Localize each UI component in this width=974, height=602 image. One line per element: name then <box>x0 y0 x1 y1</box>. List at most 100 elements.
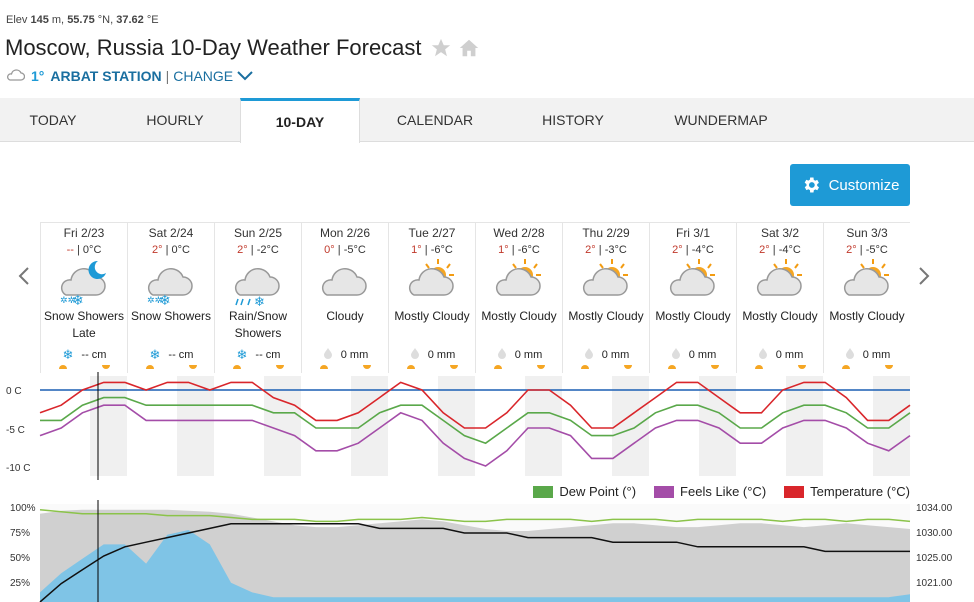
day-hi-lo: 1° | -6°C <box>498 244 540 256</box>
temperature-line <box>39 381 911 429</box>
home-icon[interactable] <box>458 37 480 59</box>
legend-temperature[interactable]: Temperature (°C) <box>784 484 910 499</box>
night-band <box>699 376 736 476</box>
day-precip: 0 mm <box>650 347 737 362</box>
day-low: -3°C <box>604 244 627 256</box>
day-low: -4°C <box>691 244 714 256</box>
percent-axis-label: 75% <box>10 528 30 539</box>
temp-axis-label: -5 C <box>6 425 25 436</box>
change-label: CHANGE <box>173 68 234 84</box>
temp-axis-label: -10 C <box>6 463 30 474</box>
day-high: 1° <box>411 244 422 256</box>
sun-markers <box>476 365 563 369</box>
day-column[interactable]: Sat 3/2 2° | -4°C Mostly Cloudy 0 mm <box>736 223 823 373</box>
day-column[interactable]: Mon 2/26 0° | -5°C Cloudy 0 mm <box>301 223 388 373</box>
svg-text:❄: ❄ <box>254 295 265 309</box>
day-column[interactable]: Fri 2/23 -- | 0°C ❄ ✲✲ Snow Showers Late ❄ -- … <box>40 223 127 373</box>
precip-amount: 0 mm <box>601 348 630 361</box>
tab-history[interactable]: HISTORY <box>542 112 604 128</box>
sun-markers <box>650 365 737 369</box>
sunrise-icon <box>406 365 415 369</box>
sun-markers <box>563 365 650 369</box>
day-hi-lo: 2° | 0°C <box>152 244 190 256</box>
gear-icon <box>804 177 819 193</box>
tab-hourly[interactable]: HOURLY <box>146 112 204 128</box>
day-date: Mon 2/26 <box>319 226 371 240</box>
tab-bar: TODAY HOURLY 10-DAY CALENDAR HISTORY WUN… <box>0 98 974 143</box>
sunset-icon <box>189 365 198 369</box>
snowflake-icon: ❄ <box>62 347 74 362</box>
day-date: Wed 2/28 <box>493 226 545 240</box>
precip-amount: 0 mm <box>427 348 456 361</box>
sun-markers <box>215 365 302 369</box>
day-column[interactable]: Wed 2/28 1° | -6°C Mostly Cloudy 0 mm <box>475 223 562 373</box>
snow-night-icon: ❄ ✲✲ <box>41 256 127 309</box>
day-condition: Mostly Cloudy <box>568 309 644 323</box>
day-condition: Mostly Cloudy <box>394 309 470 323</box>
humidity-pressure-chart: 100% 75% 50% 25% 1034.00 1030.00 1025.00 1021.0… <box>10 500 953 602</box>
pressure-axis-label: 1025.00 <box>916 553 953 564</box>
cloud-icon <box>5 68 26 84</box>
temp-axis-label: 0 C <box>6 386 22 397</box>
sunset-icon <box>885 365 894 369</box>
day-date: Fri 2/23 <box>63 226 105 240</box>
day-condition: Snow Showers <box>130 309 212 323</box>
day-hi-lo: 0° | -5°C <box>324 244 366 256</box>
precip-amount: 0 mm <box>514 348 543 361</box>
day-high: 2° <box>759 244 770 256</box>
day-hi-lo: -- | 0°C <box>66 244 102 256</box>
legend-feels-like[interactable]: Feels Like (°C) <box>654 484 766 499</box>
precip-chance-area <box>40 530 910 602</box>
sun-markers <box>824 365 911 369</box>
mostly-cloudy-icon <box>476 256 562 308</box>
next-arrow-icon[interactable] <box>914 264 934 288</box>
sunrise-icon <box>580 365 589 369</box>
day-column[interactable]: Sat 2/24 2° | 0°C ❄ ✲✲ Snow Showers ❄ -- cm <box>127 223 214 373</box>
tab-today[interactable]: TODAY <box>29 112 77 128</box>
sun-markers <box>41 365 128 369</box>
day-condition: Mostly Cloudy <box>829 309 905 323</box>
night-band <box>90 376 127 476</box>
day-precip: 0 mm <box>563 347 650 362</box>
day-high: 2° <box>237 244 248 256</box>
day-high: -- <box>66 244 74 256</box>
station-row: 1° ARBAT STATION | CHANGE <box>5 68 253 84</box>
day-column[interactable]: Tue 2/27 1° | -6°C Mostly Cloudy 0 mm <box>388 223 475 373</box>
day-precip: 0 mm <box>302 347 389 362</box>
tab-wundermap[interactable]: WUNDERMAP <box>674 112 768 128</box>
day-precip: 0 mm <box>389 347 476 362</box>
day-high: 2° <box>846 244 857 256</box>
legend-dew-point[interactable]: Dew Point (°) <box>533 484 636 499</box>
sunrise-icon <box>493 365 502 369</box>
sun-markers <box>302 365 389 369</box>
day-precip: ❄ -- cm <box>215 347 302 363</box>
lon-value: 37.62 <box>116 14 144 26</box>
day-column[interactable]: Sun 3/3 2° | -5°C Mostly Cloudy 0 mm <box>823 223 910 373</box>
day-date: Sat 3/2 <box>760 226 800 240</box>
star-icon[interactable] <box>430 37 452 59</box>
tab-10-day[interactable]: 10-DAY <box>240 98 360 143</box>
legend-swatch <box>784 485 805 498</box>
elev-label: Elev <box>6 14 28 26</box>
sunset-icon <box>798 365 807 369</box>
day-column[interactable]: Fri 3/1 2° | -4°C Mostly Cloudy 0 mm <box>649 223 736 373</box>
change-station-link[interactable]: CHANGE <box>173 68 253 84</box>
day-column[interactable]: Thu 2/29 2° | -3°C Mostly Cloudy 0 mm <box>562 223 649 373</box>
day-precip: ❄ -- cm <box>41 347 128 363</box>
elev-unit: m, <box>51 14 65 26</box>
day-low: -6°C <box>517 244 540 256</box>
station-name[interactable]: ARBAT STATION <box>50 68 162 84</box>
lat-value: 55.75 <box>67 14 95 26</box>
day-low: 0°C <box>82 244 102 256</box>
night-band <box>786 376 823 476</box>
tab-calendar[interactable]: CALENDAR <box>396 112 474 128</box>
mostly-cloudy-icon <box>563 256 649 308</box>
night-band <box>612 376 649 476</box>
prev-arrow-icon[interactable] <box>14 264 34 288</box>
customize-button[interactable]: Customize <box>790 164 910 206</box>
chart-legend: Dew Point (°) Feels Like (°C) Temperatur… <box>533 484 910 499</box>
svg-text:❄: ❄ <box>159 293 171 309</box>
mostly-cloudy-icon <box>650 256 736 308</box>
day-column[interactable]: Sun 2/25 2° | -2°C ❄ Rain/Snow Showers ❄ -- c… <box>214 223 301 373</box>
day-high: 2° <box>152 244 163 256</box>
